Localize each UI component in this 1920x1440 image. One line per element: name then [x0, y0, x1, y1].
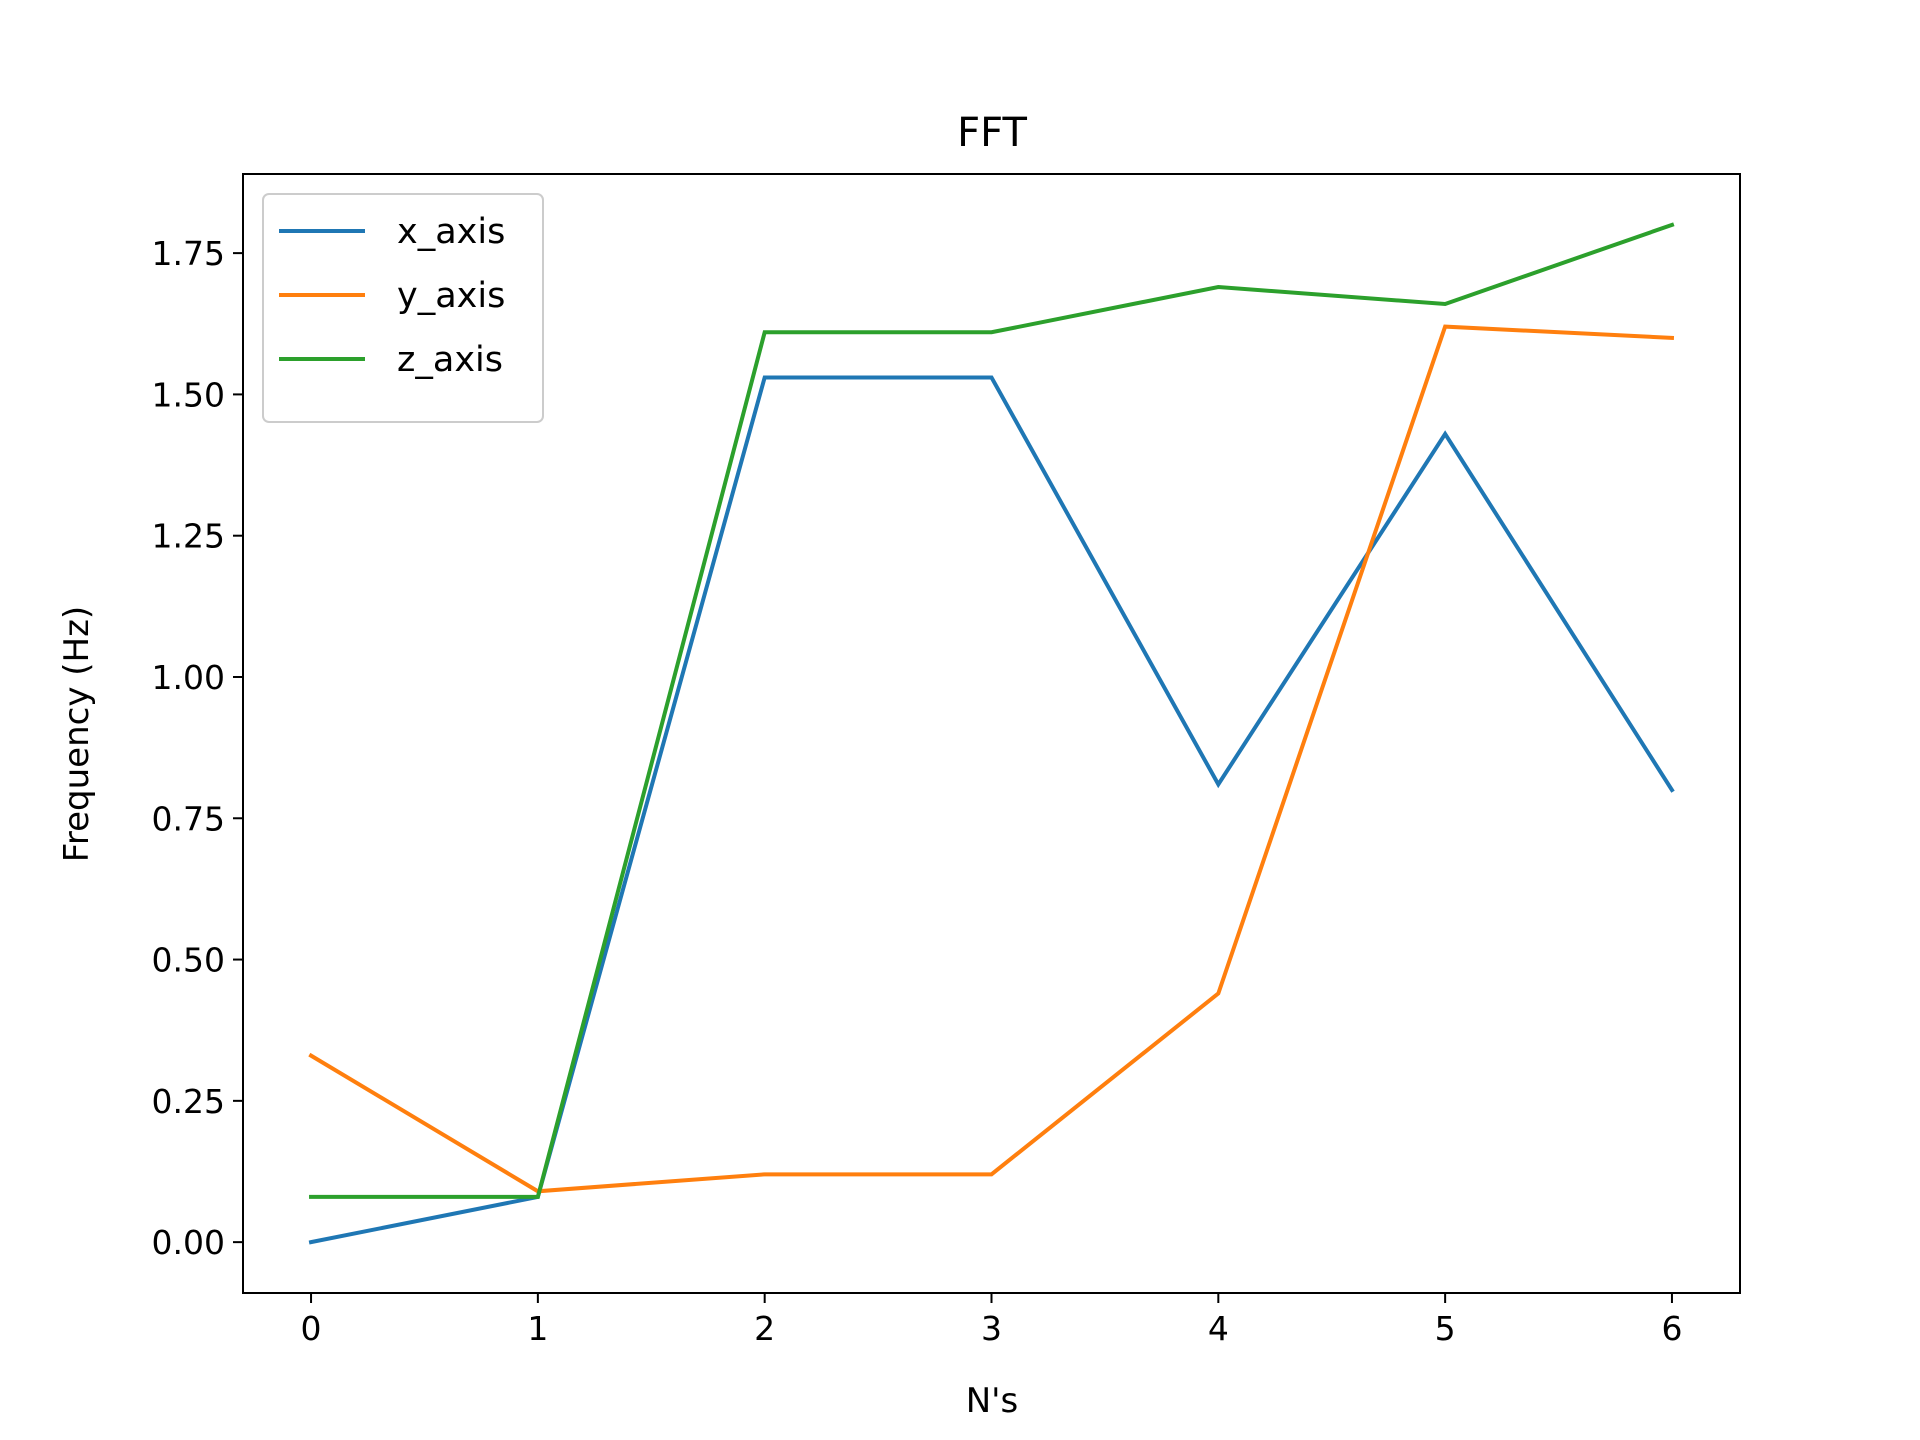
y-tick-label: 1.75 [152, 234, 225, 273]
x-tick-label: 3 [981, 1309, 1002, 1348]
x-tick-label: 6 [1661, 1309, 1682, 1348]
y-tick-label: 1.25 [152, 517, 225, 556]
x-tick-label: 4 [1208, 1309, 1229, 1348]
x-tick-label: 2 [754, 1309, 775, 1348]
legend-label-y-axis: y_axis [397, 276, 505, 316]
x-tick-label: 0 [301, 1309, 322, 1348]
y-tick-label: 1.00 [152, 658, 225, 697]
series-line-z-axis [309, 222, 1675, 1199]
y-tick-label: 0.75 [152, 799, 225, 838]
x-axis-label: N's [966, 1381, 1019, 1421]
y-tick-label: 0.25 [152, 1082, 225, 1121]
x-tick-label: 5 [1435, 1309, 1456, 1348]
legend-box [262, 193, 544, 423]
chart-title: FFT [957, 110, 1027, 156]
y-tick-label: 1.50 [152, 375, 225, 414]
plot-area: 0 1 2 3 4 5 6 0.00 0.25 0.50 0.75 1.00 1.25 1.50 1.75 x… [152, 173, 1741, 1348]
y-tick-label: 0.50 [152, 941, 225, 980]
legend-label-z-axis: z_axis [397, 340, 503, 380]
legend-label-x-axis: x_axis [397, 212, 505, 252]
y-axis-label: Frequency (Hz) [57, 606, 97, 862]
x-tick-label: 1 [527, 1309, 548, 1348]
y-tick-label: 0.00 [152, 1223, 225, 1262]
